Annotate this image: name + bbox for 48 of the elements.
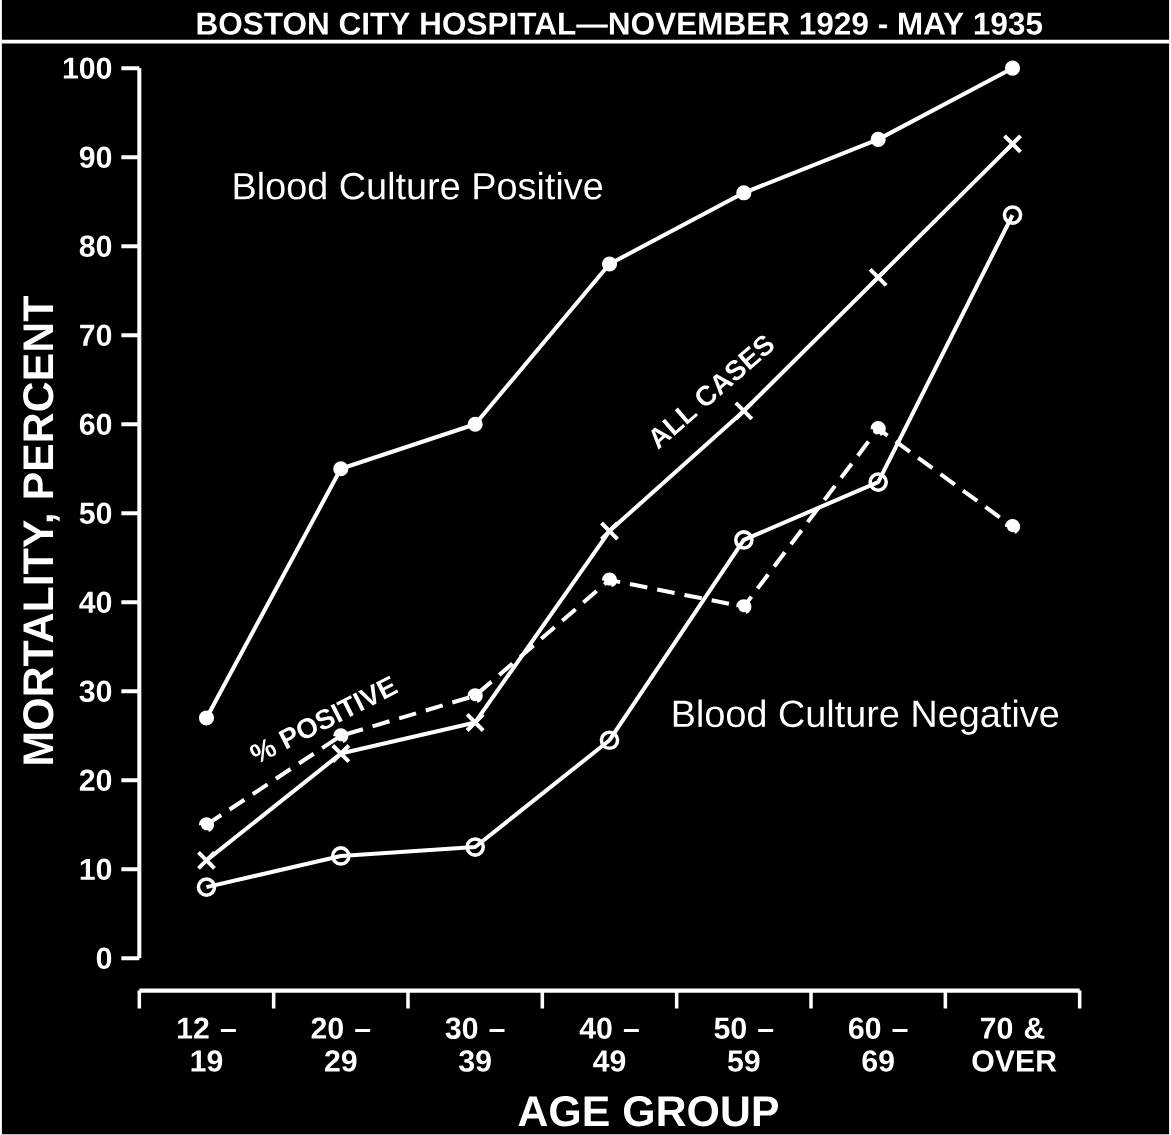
- point: [870, 131, 886, 148]
- point: [868, 267, 889, 288]
- x-tick-label: 40 – 49: [579, 1017, 639, 1072]
- point: [333, 461, 349, 477]
- y-axis-title: MORTALITY, PERCENT: [23, 296, 60, 764]
- point: [465, 837, 485, 857]
- point: [868, 472, 889, 493]
- y-tick-label: 30: [79, 680, 112, 703]
- series-label: Blood Culture Negative: [673, 699, 1059, 735]
- point: [599, 730, 620, 751]
- point: [599, 521, 620, 542]
- point: [196, 850, 217, 871]
- x-tick-label: 30 – 39: [445, 1017, 505, 1072]
- point: [1002, 205, 1023, 225]
- point: [736, 599, 752, 615]
- point: [467, 688, 483, 704]
- point: [467, 416, 483, 432]
- point: [198, 817, 215, 833]
- x-tick-label: 70 & OVER: [972, 1017, 1057, 1072]
- point: [601, 572, 618, 588]
- point: [733, 530, 754, 550]
- x-tick-label: 50 – 59: [714, 1017, 774, 1072]
- point: [870, 421, 886, 437]
- point: [1004, 60, 1021, 76]
- point: [1002, 133, 1023, 154]
- x-tick-label: 12 – 19: [178, 1017, 236, 1072]
- chart-title: BOSTON CITY HOSPITAL—NOVEMBER 1929 - MAY 1935: [197, 12, 1043, 35]
- x-axis-title: AGE GROUP: [518, 1096, 779, 1127]
- point: [736, 185, 752, 201]
- point: [601, 256, 618, 272]
- series-label: Blood Culture Positive: [234, 171, 603, 200]
- y-tick-label: 80: [79, 235, 112, 257]
- y-tick-label: 10: [80, 858, 112, 881]
- y-tick-label: 100: [63, 57, 112, 79]
- point: [330, 846, 351, 866]
- point: [1004, 519, 1021, 535]
- y-tick-label: 40: [79, 591, 112, 614]
- y-tick-label: 20: [79, 769, 112, 792]
- point: [198, 710, 215, 726]
- y-tick-label: 70: [80, 324, 112, 347]
- x-tick-label: 20 – 29: [311, 1017, 371, 1072]
- x-tick-label: 60 – 69: [848, 1017, 908, 1072]
- y-tick-label: 50: [79, 502, 112, 525]
- y-tick-label: 0: [96, 947, 112, 970]
- y-tick-label: 90: [79, 146, 112, 168]
- y-tick-label: 60: [79, 413, 112, 436]
- point: [465, 712, 486, 733]
- point: [196, 877, 217, 898]
